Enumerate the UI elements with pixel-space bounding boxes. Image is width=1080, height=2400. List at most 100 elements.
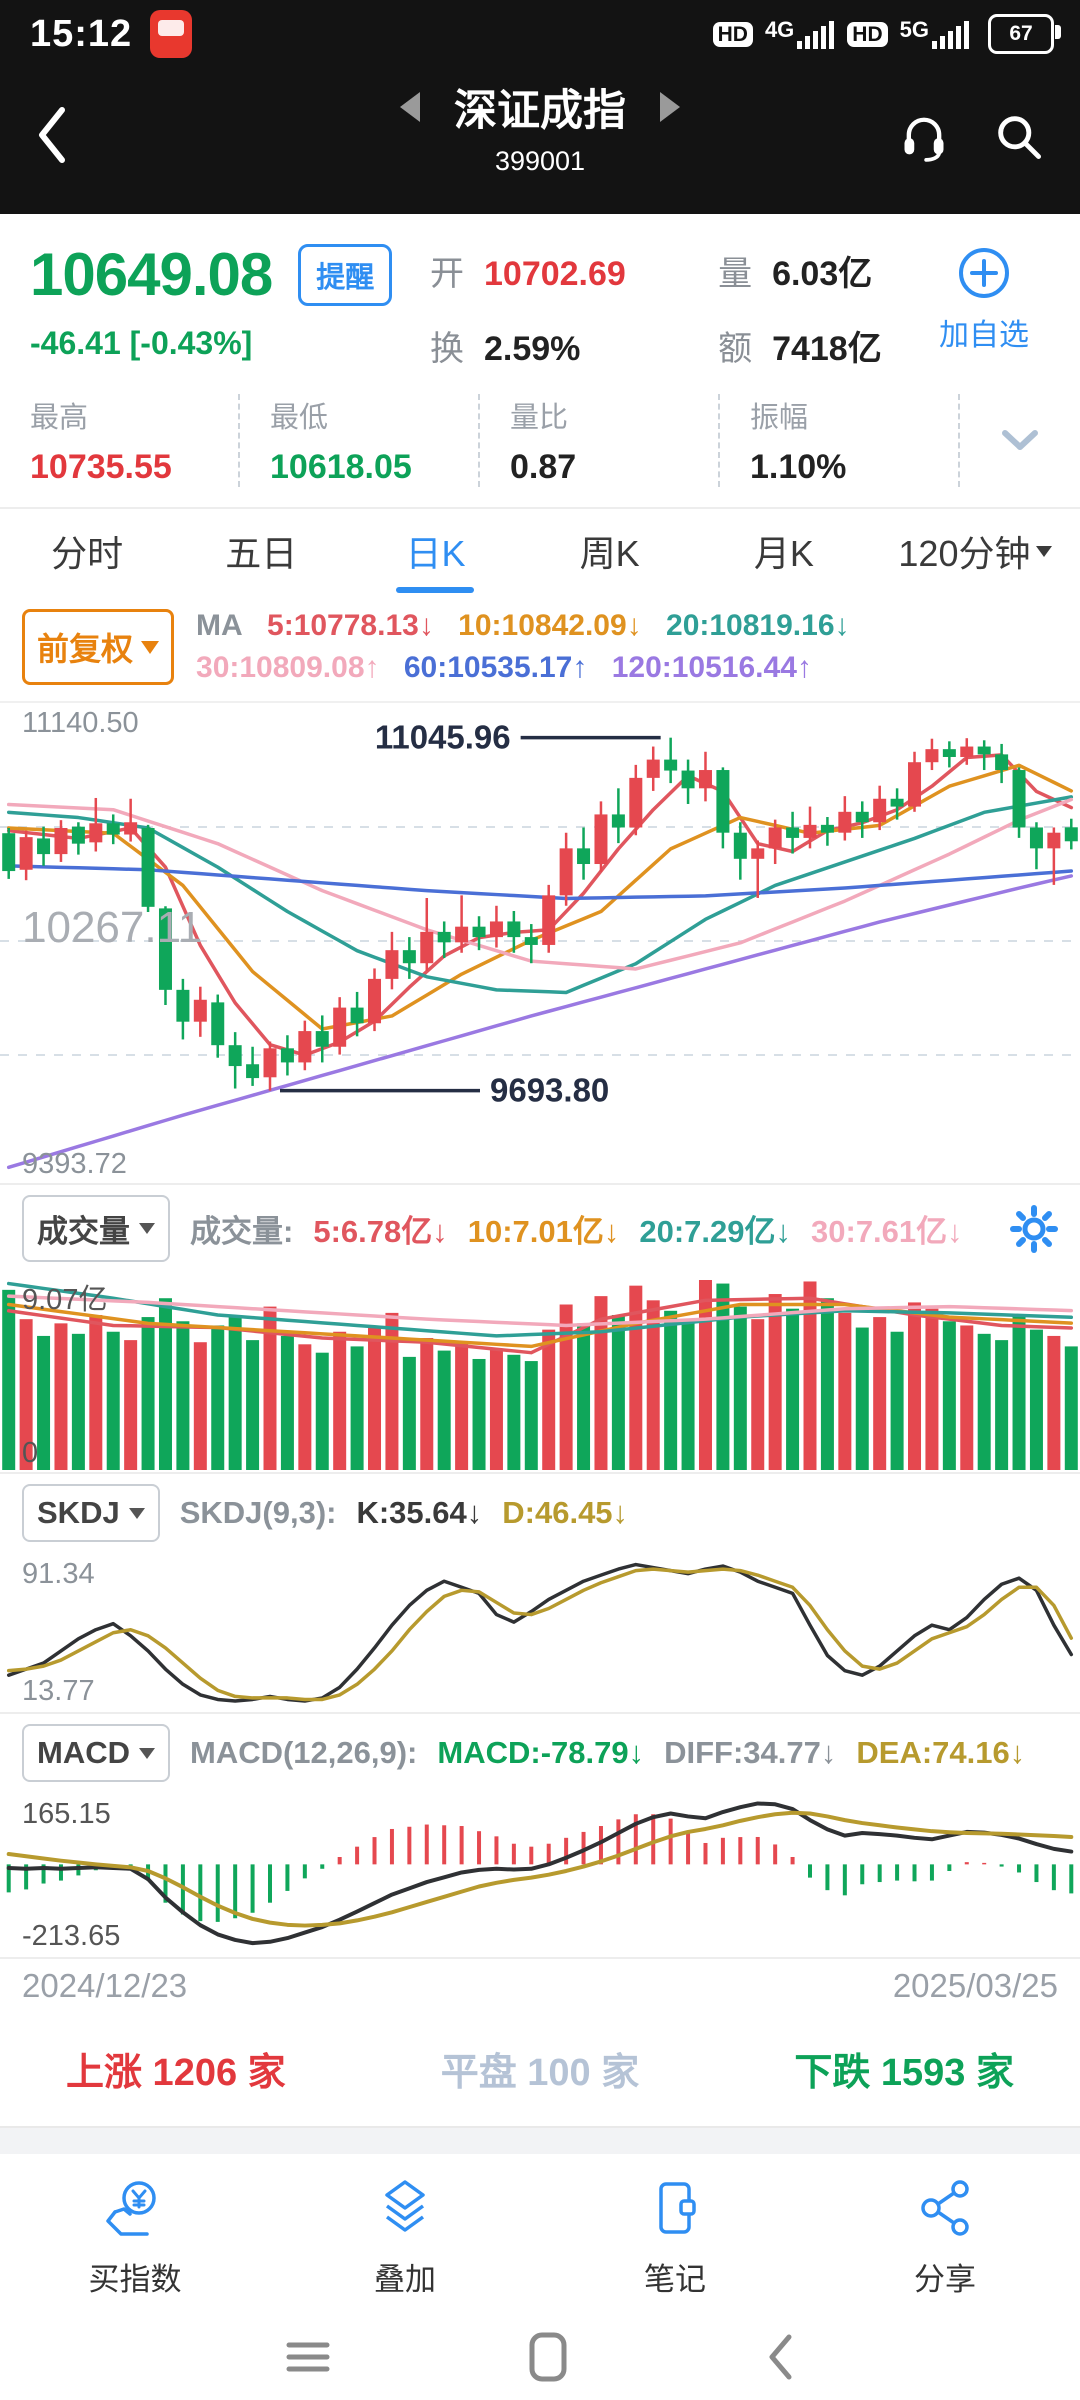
plus-circle-icon [959, 248, 1009, 298]
settings-gear-icon[interactable] [1010, 1204, 1058, 1253]
add-watchlist-label: 加自选 [939, 319, 1029, 352]
vol-ma5: 5:6.78亿↓ [313, 1214, 448, 1249]
macd-indicator-button[interactable]: MACD [22, 1724, 170, 1782]
volume-value: 6.03亿 [772, 255, 873, 293]
alert-button[interactable]: 提醒 [298, 243, 393, 306]
volume-svg [2, 1280, 1078, 1470]
candlestick-chart[interactable]: 11045.96 9693.80 11140.50 10267.11 9393.7… [0, 703, 1080, 1183]
ma60-value: 60:10535.17↑ [403, 651, 588, 684]
price-change: -46.41 [-0.43%] [30, 325, 253, 361]
signal-4g: 4G [765, 17, 835, 51]
vol-ma20: 20:7.29亿↓ [639, 1214, 792, 1249]
stat-volume-ratio: 量比 0.87 [478, 394, 718, 487]
tab-monthly-k[interactable]: 月K [753, 533, 814, 574]
ma120-value: 120:10516.44↑ [611, 651, 812, 684]
skdj-indicator-button[interactable]: SKDJ [22, 1484, 160, 1542]
signal-5g: 5G [900, 17, 970, 51]
android-nav-bar [0, 2313, 1080, 2400]
ma10-value: 10:10842.09↓ [458, 609, 642, 642]
recent-apps-icon[interactable] [285, 2337, 331, 2377]
volume-chart[interactable]: 9.07亿 0 [0, 1272, 1080, 1472]
dropdown-caret-icon [141, 640, 160, 654]
notification-app-icon [150, 10, 193, 58]
tab-weekly-k[interactable]: 周K [579, 533, 640, 574]
vol-ma10: 10:7.01亿↓ [467, 1214, 620, 1249]
expand-stats-button[interactable] [958, 394, 1080, 487]
date-range: 2024/12/23 2025/03/25 [0, 1957, 1080, 2013]
notes-button[interactable]: 笔记 [540, 2176, 810, 2299]
dea-value: DEA:74.16↓ [856, 1735, 1026, 1770]
status-bar: 15:12 HD 4G HD 5G 67 [0, 0, 1080, 62]
amount-label: 额 [718, 330, 753, 368]
share-button[interactable]: 分享 [810, 2176, 1080, 2299]
layers-icon [385, 2180, 425, 2232]
chart-tabs: 分时 五日 日K 周K 月K 120分钟 [0, 507, 1080, 593]
volume-header: 成交量 成交量: 5:6.78亿↓ 10:7.01亿↓ 20:7.29亿↓ 30… [0, 1183, 1080, 1272]
tab-5day[interactable]: 五日 [225, 533, 298, 574]
skdj-d-value: D:46.45↓ [502, 1495, 629, 1530]
ma30-value: 30:10809.08↑ [196, 651, 380, 684]
bottom-toolbar: 买指数 叠加 笔记 分享 [0, 2154, 1080, 2313]
dropdown-caret-icon [128, 1507, 145, 1519]
next-stock-icon[interactable] [660, 92, 680, 122]
decliners-count: 下跌 1593 家 [794, 2052, 1014, 2094]
unchanged-count: 平盘 100 家 [440, 2052, 640, 2094]
customer-service-icon[interactable] [898, 110, 950, 162]
macd-header: MACD MACD(12,26,9): MACD:-78.79↓ DIFF:34… [0, 1712, 1080, 1792]
dropdown-caret-icon [1036, 545, 1053, 557]
skdj-chart[interactable]: 91.34 13.77 [0, 1552, 1080, 1712]
signal-bars-icon [932, 21, 969, 49]
macd-chart[interactable]: 165.15 -213.65 [0, 1792, 1080, 1957]
page-title: 深证成指 [454, 87, 626, 135]
vol-ma30: 30:7.61亿↓ [811, 1214, 963, 1249]
stat-low: 最低 10618.05 [238, 394, 478, 487]
clock: 15:12 [30, 12, 133, 55]
candlestick-svg: 11045.96 9693.80 [0, 719, 1080, 1170]
turnover-value: 2.59% [484, 330, 581, 368]
search-icon[interactable] [992, 110, 1044, 162]
ma-values: MA 5:10778.13↓ 10:10842.09↓ 20:10819.16↓… [196, 609, 850, 684]
prev-stock-icon[interactable] [400, 92, 420, 122]
home-icon[interactable] [527, 2331, 569, 2383]
amount-value: 7418亿 [772, 330, 882, 368]
skdj-svg [6, 1562, 1074, 1703]
start-date: 2024/12/23 [22, 1967, 188, 2004]
share-icon [921, 2180, 969, 2236]
ma20-value: 20:10819.16↓ [666, 609, 850, 642]
buy-index-button[interactable]: 买指数 [0, 2176, 270, 2299]
hd-badge-icon: HD [847, 21, 888, 47]
notebook-icon [659, 2182, 696, 2234]
last-price: 10649.08 [30, 241, 273, 308]
signal-bars-icon [797, 21, 835, 49]
svg-text:9693.80: 9693.80 [490, 1072, 609, 1109]
tab-minute[interactable]: 分时 [51, 533, 124, 574]
stat-high: 最高 10735.55 [30, 402, 172, 486]
diff-value: DIFF:34.77↓ [664, 1735, 837, 1770]
skdj-header: SKDJ SKDJ(9,3): K:35.64↓ D:46.45↓ [0, 1472, 1080, 1552]
stat-amplitude: 振幅 1.10% [718, 394, 958, 487]
macd-svg [6, 1801, 1074, 1946]
dropdown-caret-icon [139, 1223, 155, 1234]
overlay-button[interactable]: 叠加 [270, 2176, 540, 2299]
stats-row: 最高 10735.55 最低 10618.05 量比 0.87 振幅 1.10% [0, 388, 1080, 507]
back-icon[interactable] [34, 104, 70, 166]
volume-indicator-button[interactable]: 成交量 [22, 1195, 170, 1262]
section-divider [0, 2126, 1080, 2154]
tab-period-selector[interactable]: 120分钟 [871, 509, 1080, 593]
open-label: 开 [430, 255, 464, 293]
chevron-down-icon [1002, 429, 1038, 450]
advancers-count: 上涨 1206 家 [66, 2052, 286, 2094]
tab-daily-k[interactable]: 日K [348, 509, 522, 593]
kline-indicator-header: 前复权 MA 5:10778.13↓ 10:10842.09↓ 20:10819… [0, 593, 1080, 703]
adjust-mode-button[interactable]: 前复权 [22, 609, 175, 685]
title-bar: 深证成指 399001 [0, 62, 1080, 214]
skdj-k-value: K:35.64↓ [356, 1495, 483, 1530]
dropdown-caret-icon [139, 1747, 155, 1759]
turnover-label: 换 [430, 330, 464, 368]
back-nav-icon[interactable] [765, 2332, 795, 2382]
volume-label: 量 [718, 255, 753, 293]
market-breadth: 上涨 1206 家 平盘 100 家 下跌 1593 家 [0, 2013, 1080, 2126]
add-watchlist-button[interactable]: 加自选 [914, 240, 1054, 354]
